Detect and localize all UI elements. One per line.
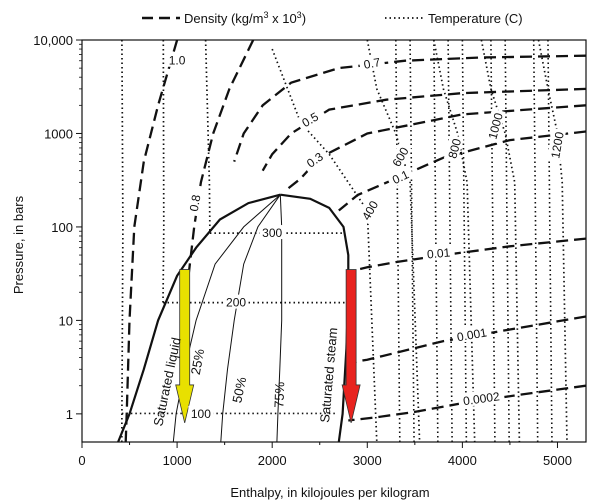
density-label-0_01-bg [421, 244, 456, 261]
density-label-0_3-bg [300, 146, 329, 173]
temperature-label-300-bg [259, 225, 285, 240]
temperature-line-extra-0 [395, 40, 401, 442]
density-label-0_7-bg [358, 53, 386, 72]
temperature-line-100 [120, 40, 124, 442]
quality-line-50pct [220, 194, 281, 442]
saturated-steam-label: Saturated steam [317, 327, 340, 423]
density-line-0_8 [185, 40, 255, 321]
temperature-line-1000 [480, 40, 521, 442]
density-label-0_0002: 0.0002 [462, 389, 501, 408]
y-tick-label-1: 1 [66, 407, 73, 422]
temperature-label-100-bg [188, 405, 214, 420]
red-arrow [341, 269, 361, 424]
density-label-0_1: 0.1 [390, 167, 411, 187]
density-label-0_5-bg [295, 106, 325, 132]
temperature-label-1200-bg [546, 127, 567, 162]
density-line-0_1 [338, 130, 586, 212]
x-tick-label-1000: 1000 [163, 453, 192, 468]
legend: Density (kg/m3 x 103) Temperature (C) [142, 10, 523, 26]
temperature-label-1200: 1200 [548, 130, 566, 159]
quality-label-50pct: 50% [229, 375, 249, 404]
density-label-0_001: 0.001 [456, 325, 488, 344]
density-label-0_001-bg [451, 323, 493, 345]
temperature-line-200 [162, 40, 165, 303]
density-line-1_0 [124, 40, 179, 442]
temperature-label-800: 800 [445, 137, 464, 160]
temperature-line-300 [204, 40, 211, 234]
temperature-label-600-bg [387, 142, 413, 171]
saturated-liquid-label: Saturated liquid [150, 336, 183, 427]
density-label-0_8: 0.8 [187, 193, 204, 212]
temperature-label-800-bg [443, 134, 464, 163]
density-label-0_8-bg [185, 189, 204, 217]
density-label-0_0002-bg [457, 387, 506, 408]
y-tick-label-100: 100 [51, 220, 73, 235]
temperature-label-100: 100 [191, 407, 211, 421]
x-axis-label: Enthalpy, in kilojoules per kilogram [230, 485, 429, 500]
density-line-0_001 [348, 315, 586, 365]
density-label-1_0-bg [164, 52, 190, 67]
density-line-0_01 [348, 237, 586, 274]
x-tick-label-0: 0 [78, 453, 85, 468]
density-label-1_0: 1.0 [169, 54, 186, 68]
x-tick-label-3000: 3000 [353, 453, 382, 468]
temperature-label-400-bg [356, 195, 382, 225]
density-label-0_7: 0.7 [363, 55, 382, 72]
temperature-label-200-bg [223, 294, 249, 309]
density-label-0_1-bg [385, 164, 415, 188]
y-axis-label: Pressure, in bars [11, 195, 26, 294]
temperature-line-800 [432, 40, 476, 442]
temperature-line-extra-3 [447, 40, 453, 442]
x-tick-label-5000: 5000 [543, 453, 572, 468]
y-tick-label-1000: 1000 [44, 126, 73, 141]
temperature-label-1000: 1000 [485, 111, 506, 141]
temperature-line-extra-2 [433, 40, 439, 442]
density-line-0_3 [285, 104, 586, 191]
x-tick-label-2000: 2000 [258, 453, 287, 468]
temperature-label-1000-bg [483, 108, 506, 144]
density-label-0_01: 0.01 [426, 245, 451, 261]
quality-line-25pct [172, 194, 281, 442]
density-line-0_0002 [348, 384, 586, 422]
temperature-line-400 [271, 48, 378, 442]
x-tick-label-4000: 4000 [448, 453, 477, 468]
temperature-line-extra-8 [547, 40, 553, 442]
density-line-0_7 [233, 54, 586, 162]
y-tick-label-10: 10 [59, 313, 73, 328]
yellow-arrow [175, 269, 195, 424]
plot-frame [81, 39, 587, 443]
quality-label-75pct: 75% [271, 381, 287, 408]
saturated-liquid-curve [117, 193, 281, 442]
legend-density-label: Density (kg/m3 x 103) [184, 10, 306, 26]
temperature-line-extra-4 [461, 40, 468, 442]
y-tick-label-10000: 10,000 [33, 33, 73, 48]
temperature-line-extra-7 [532, 40, 539, 442]
temperature-label-300: 300 [262, 226, 282, 240]
quality-label-25pct: 25% [188, 347, 207, 376]
legend-temperature-label: Temperature (C) [428, 11, 523, 26]
temperature-line-extra-6 [504, 40, 510, 442]
temperature-label-200: 200 [226, 296, 246, 310]
density-line-0_5 [261, 87, 586, 172]
temperature-line-extra-5 [490, 40, 496, 442]
saturated-vapor-curve [280, 193, 350, 442]
